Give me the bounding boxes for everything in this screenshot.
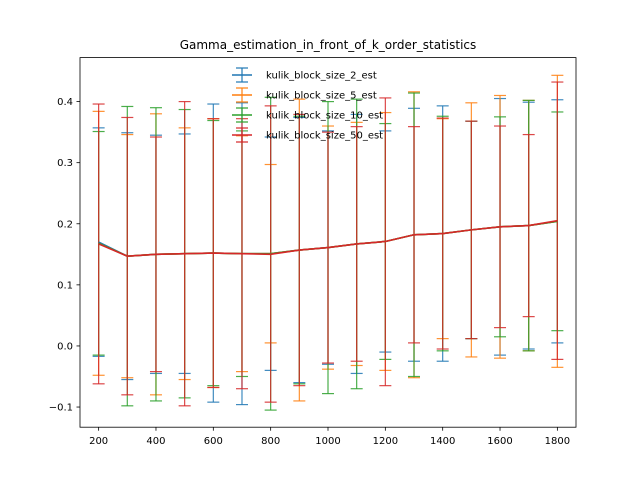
y-tick-label: 0.4 <box>57 97 73 108</box>
x-tick-label: 1800 <box>545 436 570 447</box>
legend-label: kulik_block_size_2_est <box>266 71 377 82</box>
x-tick-label: 200 <box>89 436 108 447</box>
x-tick-label: 600 <box>204 436 223 447</box>
legend: kulik_block_size_2_est kulik_block_size_5… <box>232 67 383 143</box>
legend-label: kulik_block_size_5_est <box>266 91 377 102</box>
legend-label: kulik_block_size_10_est <box>266 111 383 122</box>
series-line <box>98 219 558 257</box>
x-axis: 200 400 600 800 1000 1200 1400 1600 1800 <box>89 427 570 447</box>
y-tick-label: 0.0 <box>57 341 73 352</box>
legend-label: kulik_block_size_50_est <box>266 131 383 142</box>
x-tick-label: 1400 <box>430 436 455 447</box>
y-axis: −0.1 0.0 0.1 0.2 0.3 0.4 <box>49 97 80 414</box>
x-tick-label: 1000 <box>315 436 340 447</box>
plot-area <box>92 74 564 411</box>
y-tick-label: 0.2 <box>57 219 73 230</box>
y-tick-label: −0.1 <box>49 403 73 414</box>
x-tick-label: 1200 <box>373 436 398 447</box>
x-tick-label: 800 <box>261 436 280 447</box>
y-tick-label: 0.1 <box>57 280 73 291</box>
x-tick-label: 1600 <box>487 436 512 447</box>
chart-title: Gamma_estimation_in_front_of_k_order_sta… <box>180 38 477 52</box>
y-tick-label: 0.3 <box>57 158 73 169</box>
x-tick-label: 400 <box>146 436 165 447</box>
